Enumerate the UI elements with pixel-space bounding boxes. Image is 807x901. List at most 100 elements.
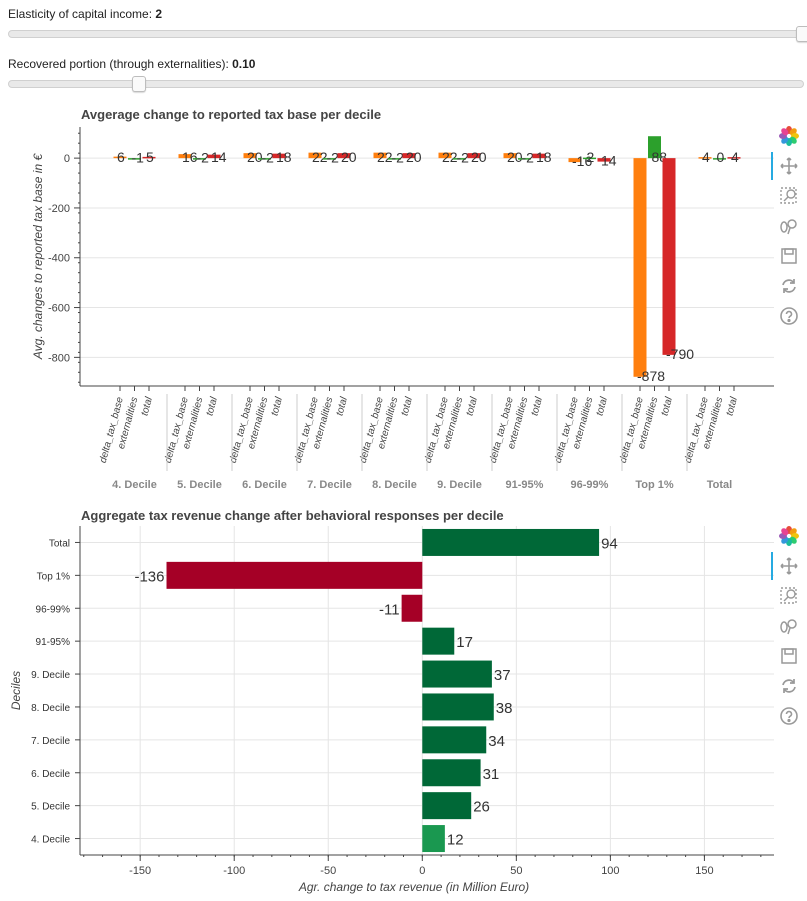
bar-value-label: -1 (132, 149, 145, 165)
bar-delta_tax_base (438, 152, 452, 159)
bar-value-label: 37 (494, 667, 511, 684)
bar-delta_tax_base (178, 154, 192, 159)
revenue-bar (401, 594, 423, 622)
revenue-bar (422, 660, 492, 688)
chart2-x-axis-label: Agr. change to tax revenue (in Million E… (298, 880, 529, 894)
bar-value-label: 17 (456, 634, 473, 651)
help-icon[interactable] (778, 705, 800, 727)
bar-value-label: 18 (536, 149, 552, 165)
x-group-label: 8. Decile (372, 479, 417, 491)
bar-total (337, 153, 351, 159)
tax-revenue-chart[interactable]: Aggregate tax revenue change after behav… (0, 505, 774, 901)
y-category-label: Top 1% (37, 571, 70, 582)
y-category-label: 7. Decile (31, 736, 70, 747)
bar-externalities (128, 158, 141, 160)
bar-externalities (583, 157, 596, 160)
revenue-bar (422, 759, 481, 787)
bar-delta_tax_base (308, 152, 322, 159)
save-icon[interactable] (778, 245, 800, 267)
bar-value-label: 22 (377, 149, 393, 165)
bar-total (727, 157, 741, 159)
elasticity-slider[interactable] (8, 26, 807, 42)
chart1-title: Avgerage change to reported tax base per… (81, 107, 381, 122)
x-subcategory-label: total (529, 395, 545, 417)
bar-total (207, 154, 221, 159)
bar-value-label: 20 (406, 149, 422, 165)
bar-total (662, 158, 676, 355)
x-group-label: 7. Decile (307, 479, 352, 491)
bar-total (142, 156, 156, 159)
x-group-label: 9. Decile (437, 479, 482, 491)
elasticity-label: Elasticity of capital income: 2 (8, 7, 163, 21)
bar-value-label: 0 (717, 149, 725, 165)
bar-value-label: -2 (327, 150, 340, 166)
bar-value-label: 26 (473, 799, 490, 816)
bar-value-label: 14 (601, 153, 617, 169)
bar-value-label: 16 (182, 149, 198, 165)
elasticity-slider-handle[interactable] (796, 26, 807, 42)
bar-value-label: -2 (197, 150, 210, 166)
bokeh-logo-icon (778, 525, 800, 547)
save-icon[interactable] (778, 645, 800, 667)
chart1-y-axis-label: Avg. changes to reported tax base in € (31, 153, 45, 361)
bar-value-label: -16 (572, 153, 592, 169)
bar-value-label: -2 (457, 150, 470, 166)
reset-icon[interactable] (778, 275, 800, 297)
bar-value-label: 2 (587, 149, 595, 165)
revenue-bar (422, 792, 472, 820)
revenue-bar (422, 726, 487, 754)
x-group-label: Total (707, 479, 732, 491)
bar-value-label: 4 (702, 149, 710, 165)
x-tick-label: -150 (129, 865, 151, 877)
x-subcategory-label: total (659, 395, 675, 417)
revenue-bar (422, 528, 600, 556)
bar-value-label: 34 (488, 733, 505, 750)
active-tool-indicator (771, 552, 773, 580)
pan-icon[interactable] (778, 555, 800, 577)
x-group-label: 5. Decile (177, 479, 222, 491)
y-category-label: 9. Decile (31, 670, 70, 681)
x-subcategory-label: total (399, 395, 415, 417)
bar-value-label: 20 (247, 149, 263, 165)
bar-value-label: 4 (731, 149, 739, 165)
x-tick-label: 50 (510, 865, 522, 877)
decile-tax-base-chart[interactable]: Avgerage change to reported tax base per… (0, 103, 774, 498)
y-tick-label: -400 (48, 253, 70, 265)
y-tick-label: -600 (48, 303, 70, 315)
bokeh-logo-icon (778, 125, 800, 147)
wheel-zoom-icon[interactable] (778, 215, 800, 237)
x-group-label: 6. Decile (242, 479, 287, 491)
bar-delta_tax_base (633, 158, 647, 377)
bar-total (597, 158, 611, 162)
wheel-zoom-icon[interactable] (778, 615, 800, 637)
bar-value-label: -2 (522, 150, 535, 166)
bar-value-label: 20 (507, 149, 523, 165)
y-category-label: 96-99% (36, 604, 71, 615)
reset-icon[interactable] (778, 675, 800, 697)
x-tick-label: 150 (695, 865, 713, 877)
bar-value-label: 38 (496, 700, 513, 717)
bar-value-label: 5 (146, 149, 154, 165)
revenue-bar (422, 693, 494, 721)
bar-value-label: 22 (442, 149, 458, 165)
x-tick-label: 0 (419, 865, 425, 877)
bar-total (272, 153, 286, 159)
bar-value-label: 20 (341, 149, 357, 165)
x-group-label: Top 1% (635, 479, 674, 491)
elasticity-slider-block: Elasticity of capital income: 2 (8, 6, 807, 42)
recovered-slider-handle[interactable] (132, 76, 147, 92)
bar-value-label: -2 (262, 150, 275, 166)
recovered-slider-block: Recovered portion (through externalities… (8, 56, 806, 92)
bar-externalities (648, 136, 661, 159)
box-zoom-icon[interactable] (778, 585, 800, 607)
revenue-bar (422, 825, 445, 853)
recovered-slider[interactable] (8, 76, 804, 92)
recovered-label: Recovered portion (through externalities… (8, 57, 256, 71)
box-zoom-icon[interactable] (778, 185, 800, 207)
x-tick-label: 100 (601, 865, 619, 877)
pan-icon[interactable] (778, 155, 800, 177)
y-tick-label: -200 (48, 203, 70, 215)
x-subcategory-label: total (139, 395, 155, 417)
help-icon[interactable] (778, 305, 800, 327)
bar-value-label: 20 (471, 149, 487, 165)
